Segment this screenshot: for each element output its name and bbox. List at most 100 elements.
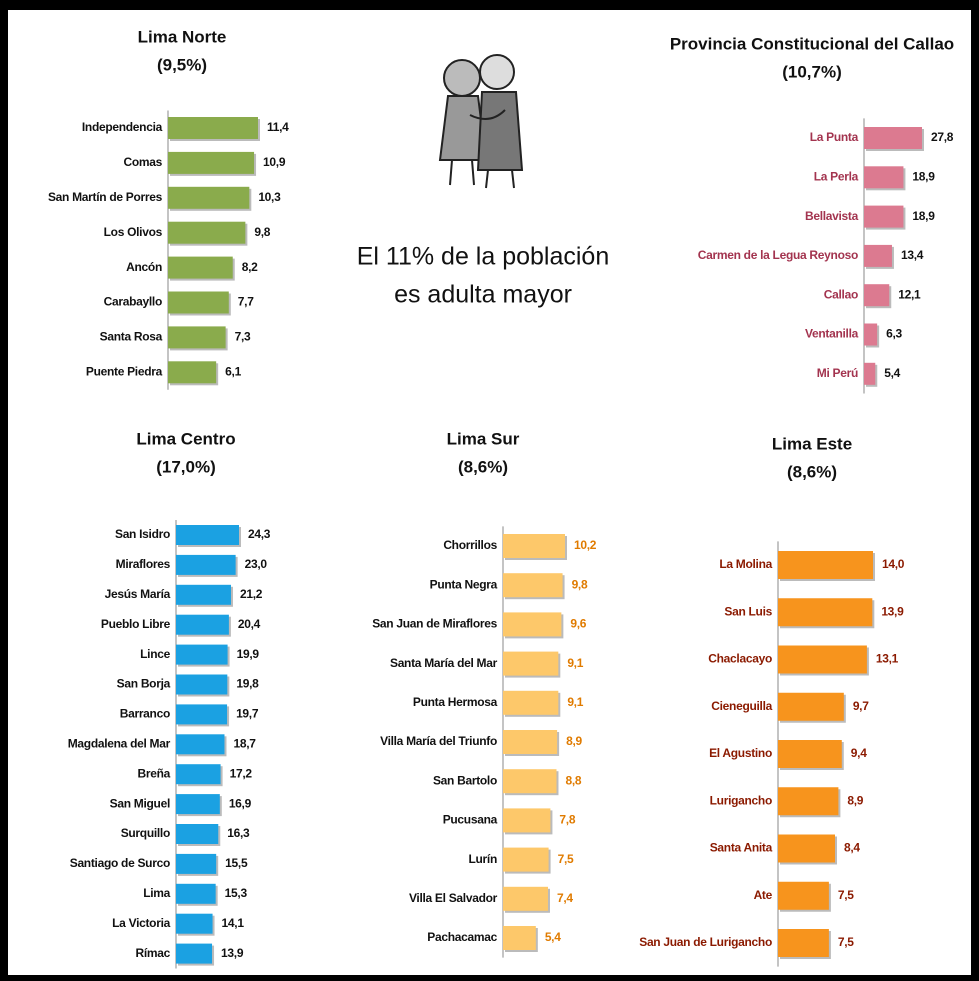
category-label: Pueblo Libre (101, 617, 171, 631)
bar (503, 690, 559, 715)
chart-subtitle: (10,7%) (782, 62, 842, 81)
category-label: Santa Rosa (100, 330, 163, 344)
value-label: 9,8 (254, 225, 270, 239)
category-label: San Juan de Miraflores (372, 617, 497, 631)
value-label: 10,9 (263, 155, 286, 169)
value-label: 18,9 (912, 169, 935, 183)
headline: El 11% de la población (357, 243, 610, 271)
value-label: 19,8 (236, 677, 259, 691)
bar (176, 674, 228, 695)
value-label: 15,3 (225, 886, 248, 900)
category-label: Independencia (82, 120, 163, 134)
value-label: 7,5 (838, 935, 854, 949)
value-label: 9,8 (572, 577, 588, 591)
category-label: Pucusana (443, 813, 498, 827)
bar (778, 692, 844, 721)
bar (864, 323, 878, 346)
category-label: Rímac (135, 946, 170, 960)
bar (503, 730, 558, 754)
category-label: Ate (754, 888, 773, 902)
category-label: Puente Piedra (86, 364, 163, 378)
bar (176, 614, 229, 635)
chart-subtitle: (9,5%) (157, 55, 207, 74)
chart-title: Lima Este (772, 434, 852, 453)
value-label: 27,8 (931, 130, 954, 144)
value-label: 7,7 (238, 295, 254, 309)
value-label: 9,1 (567, 656, 583, 670)
value-label: 7,3 (235, 330, 251, 344)
bar (778, 740, 842, 768)
value-label: 24,3 (248, 527, 271, 541)
value-label: 5,4 (884, 366, 900, 380)
category-label: Comas (123, 155, 162, 169)
value-label: 18,7 (233, 736, 256, 750)
category-label: Carabayllo (104, 295, 162, 309)
value-label: 8,8 (565, 773, 581, 787)
chart-title: Provincia Constitucional del Callao (670, 34, 954, 53)
chart-title: Lima Norte (138, 27, 227, 46)
bar (176, 824, 219, 844)
bar (176, 764, 221, 785)
chart-subtitle: (8,6%) (458, 457, 508, 476)
bar (503, 847, 549, 872)
category-label: Ancón (126, 260, 162, 274)
bar (176, 525, 239, 545)
value-label: 16,9 (229, 796, 252, 810)
category-label: Lurigancho (710, 793, 772, 807)
value-label: 13,4 (901, 248, 924, 262)
bar (864, 362, 876, 385)
value-label: 16,3 (227, 826, 250, 840)
value-label: 14,1 (222, 916, 245, 930)
bar (176, 943, 213, 964)
category-label: Barranco (120, 707, 170, 721)
category-label: Callao (824, 287, 858, 301)
bar (778, 787, 839, 816)
bar (168, 326, 226, 349)
bar (503, 612, 562, 637)
category-label: Pachacamac (427, 930, 497, 944)
bar (176, 794, 220, 815)
elderly-couple-icon (438, 54, 524, 189)
bar (778, 645, 867, 674)
value-label: 12,1 (898, 287, 921, 301)
bar (503, 808, 551, 833)
value-label: 9,7 (853, 699, 869, 713)
category-label: Santa Anita (710, 841, 773, 855)
bar (778, 598, 873, 627)
value-label: 7,5 (558, 852, 574, 866)
category-label: Carmen de la Legua Reynoso (698, 248, 858, 262)
category-label: Punta Negra (430, 577, 498, 591)
bar (864, 127, 922, 149)
right-border (971, 0, 979, 981)
bar (176, 644, 228, 665)
chart-subtitle: (8,6%) (787, 462, 837, 481)
bar (176, 853, 217, 874)
value-label: 17,2 (230, 766, 253, 780)
category-label: Surquillo (121, 826, 170, 840)
value-label: 8,9 (566, 734, 582, 748)
bar (168, 361, 217, 384)
value-label: 19,9 (237, 647, 260, 661)
value-label: 14,0 (882, 557, 905, 571)
bottom-border (0, 975, 979, 981)
value-label: 9,6 (570, 617, 586, 631)
category-label: Chaclacayo (708, 652, 772, 666)
bar (864, 166, 904, 189)
bar (503, 769, 557, 794)
value-label: 18,9 (912, 209, 935, 223)
category-label: La Perla (814, 169, 859, 183)
headline: es adulta mayor (394, 281, 572, 309)
category-label: Lince (140, 647, 170, 661)
category-label: San Luis (724, 604, 772, 618)
bar (778, 551, 873, 579)
value-label: 6,3 (886, 327, 902, 341)
value-label: 8,2 (242, 260, 258, 274)
category-label: Ventanilla (805, 327, 859, 341)
bar (168, 151, 255, 174)
value-label: 6,1 (225, 364, 241, 378)
chart-title: Lima Sur (447, 429, 520, 448)
bar (168, 221, 246, 244)
category-label: Villa María del Triunfo (380, 734, 497, 748)
bar (503, 573, 563, 598)
category-label: Los Olivos (104, 225, 163, 239)
